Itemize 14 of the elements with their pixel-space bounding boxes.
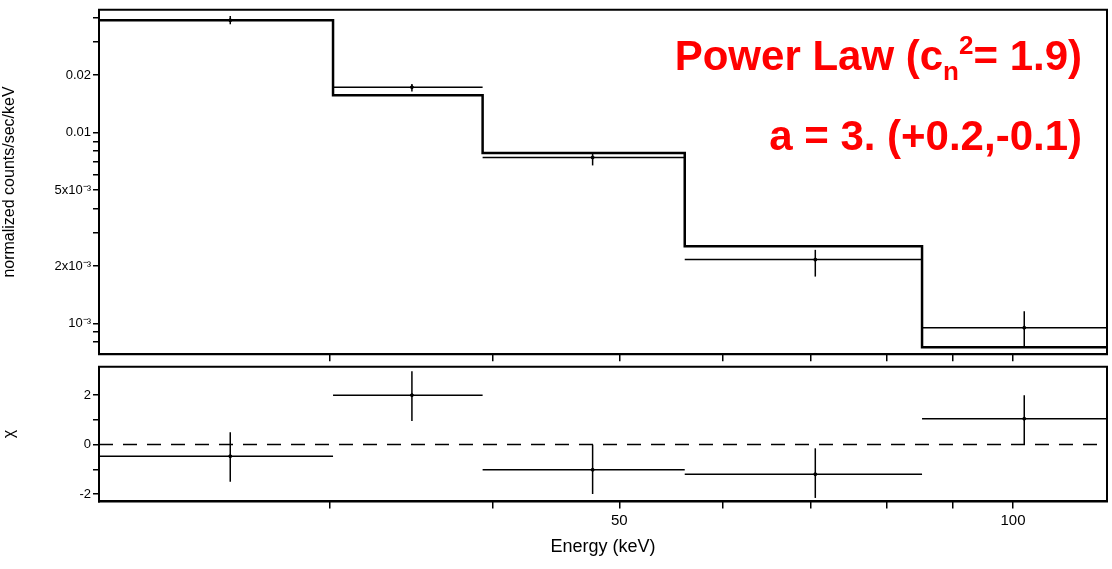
x-tick-label: 50 [611, 510, 628, 528]
annotation: a = 3. (+0.2,-0.1) [769, 111, 1083, 159]
y-tick-label: 0.01 [65, 124, 91, 140]
y-axis-title: normalized counts/sec/keV [0, 86, 18, 278]
y-tick-label: 10⁻³ [68, 315, 92, 331]
x-tick-label: 100 [1000, 510, 1026, 528]
y-tick-label: -2 [79, 485, 91, 501]
y-tick-label: 2x10⁻³ [54, 257, 92, 273]
x-axis-title: Energy (keV) [550, 536, 656, 557]
y-tick-label: 0.02 [65, 66, 91, 82]
y-tick-label: 2 [83, 386, 91, 402]
y-tick-label: 5x10⁻³ [54, 181, 92, 197]
y-tick-label: 0 [83, 436, 91, 452]
y-axis-title: χ [0, 429, 18, 439]
